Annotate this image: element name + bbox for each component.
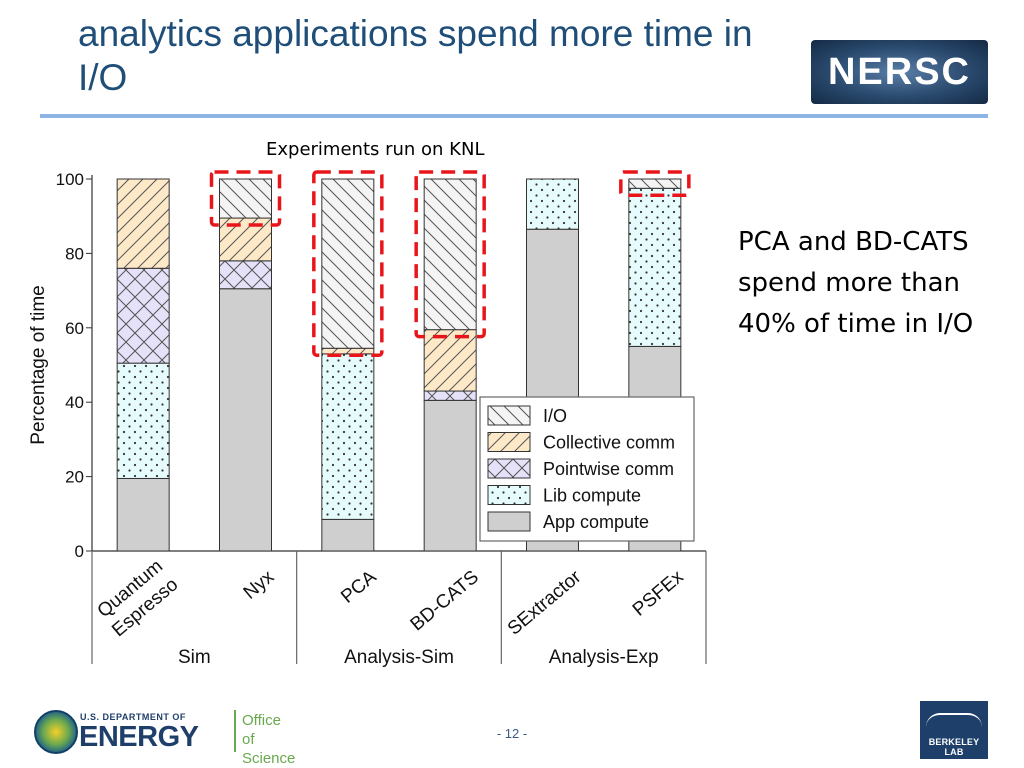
y-tick-label: 60 [65,319,84,338]
legend-label-app-compute: App compute [543,512,649,532]
doe-energy-label: ENERGY [79,721,199,753]
group-label-analysis-exp: Analysis-Exp [549,647,659,668]
bar-psfex-lib-compute [628,187,682,347]
bar-psfex-i-o [628,178,682,189]
highlight-box-psfex [619,170,691,198]
x-tick-label-line: PSFEx [629,566,688,620]
x-tick-label-pca: PCA [337,566,381,607]
legend-label-i-o: I/O [543,406,567,426]
bar-pca-i-o [321,178,375,349]
x-tick-label-psfex: PSFEx [629,566,688,620]
legend-swatch-app-compute [487,511,531,532]
y-tick-label: 0 [75,542,84,561]
highlight-box-pca [312,170,384,358]
berkeley-arches-icon [926,713,982,727]
bar-quantum-espresso-app-compute [116,477,170,552]
doe-department-label: U.S. DEPARTMENT OF [80,712,186,722]
berkeley-lab-label: BERKELEY LAB [928,737,980,757]
office-of-science-label: Office of Science [242,711,295,768]
bar-bd-cats-collective-comm [423,329,477,392]
y-axis-label: Percentage of time [28,285,49,444]
highlight-box-nyx [209,170,282,227]
legend-swatch-lib-compute [487,485,531,505]
group-label-analysis-sim: Analysis-Sim [344,647,454,668]
bar-sextractor-lib-compute [526,178,579,230]
title-divider [40,114,988,118]
x-tick-label-nyx: Nyx [240,566,279,603]
doe-seal-icon [34,710,78,754]
bar-bd-cats-app-compute [423,399,477,552]
bar-quantum-espresso-lib-compute [116,362,170,479]
x-tick-label-quantum-espresso: QuantumEspresso [93,556,183,641]
bar-quantum-espresso-collective-comm [116,178,170,269]
bar-pca-collective-comm [321,347,375,355]
berkeley-lab-logo: BERKELEY LAB [920,701,988,759]
chart-caption: Experiments run on KNL [266,139,485,160]
legend-swatch-i-o [487,405,531,426]
bar-nyx-collective-comm [219,217,272,262]
x-tick-label-line: SExtractor [504,566,586,640]
bar-nyx-app-compute [219,288,272,552]
office-line-1: Office of [242,712,281,748]
io-observation-note: PCA and BD-CATS spend more than 40% of t… [738,227,974,339]
office-line-2: Science [242,750,296,767]
nersc-logo: NERSC [811,40,988,104]
y-tick-label: 80 [65,244,84,263]
bar-bd-cats-pointwise-comm [423,390,477,401]
y-tick-label: 40 [65,393,84,412]
bar-bd-cats-i-o [423,178,477,331]
page-number: - 12 - [496,726,528,741]
legend-label-pointwise-comm: Pointwise comm [543,459,674,479]
bar-pca-app-compute [321,518,375,552]
legend-label-collective-comm: Collective comm [543,433,675,453]
x-tick-label-bd-cats: BD-CATS [407,567,483,636]
doe-office-of-science-logo: U.S. DEPARTMENT OF ENERGY Office of Scie… [34,708,295,767]
slide-title: analytics applications spend more time i… [78,13,753,98]
y-tick-label: 100 [56,170,84,189]
legend-swatch-pointwise-comm [487,458,531,479]
y-tick-label: 20 [65,468,84,487]
bar-nyx-pointwise-comm [219,260,272,290]
legend-label-lib-compute: Lib compute [543,486,641,506]
x-tick-label-line: BD-CATS [407,567,483,636]
group-label-sim: Sim [178,647,211,668]
bar-pca-lib-compute [321,353,375,520]
logo-divider [234,710,236,752]
x-tick-label-sextractor: SExtractor [504,566,586,640]
legend-swatch-collective-comm [487,432,531,452]
highlight-box-bd-cats [414,170,486,339]
x-tick-label-line: PCA [337,566,381,607]
bar-quantum-espresso-pointwise-comm [116,267,170,364]
x-tick-label-line: Nyx [240,566,279,603]
bar-nyx-i-o [219,178,272,219]
